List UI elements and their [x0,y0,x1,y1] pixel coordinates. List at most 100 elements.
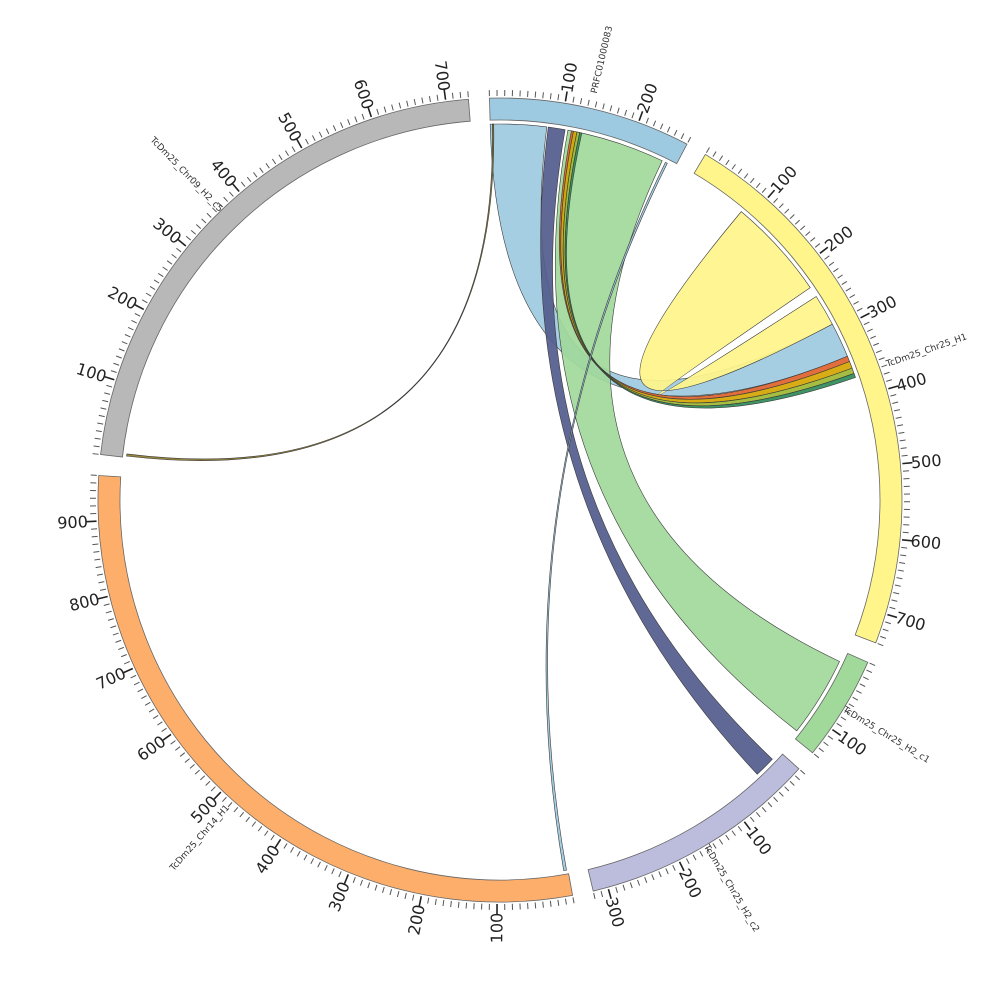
tick-mark [232,183,240,193]
tick-mark [856,307,863,312]
tick-mark [134,313,141,317]
tick-mark [743,173,749,179]
tick-mark [162,733,172,741]
tick-mark [848,703,855,708]
tick-mark [103,603,110,606]
tick-mark [115,355,122,359]
tick-mark [205,780,211,786]
tick-mark [152,714,159,720]
tick-mark [888,385,899,390]
tick-mark [789,780,795,786]
tick-mark [239,811,245,818]
tick-mark [102,399,109,403]
tick-mark [131,319,138,324]
tick-mark [784,786,790,792]
tick-mark [881,364,888,368]
tick-mark [174,746,181,751]
tick-mark [246,176,252,183]
tick-mark [296,138,303,149]
tick-mark [391,104,394,111]
tick-mark [110,625,117,629]
tick-mark [818,747,824,753]
tick-mark [899,562,906,564]
tick-mark [92,543,99,546]
tick-mark [457,901,460,908]
tick-mark [893,409,901,412]
tick-label: 200 [404,903,429,937]
tick-mark [902,461,913,465]
tick-mark [889,606,896,610]
tick-mark [824,255,830,260]
segment-label: TcDm25_Chr25_H2_c2 [701,842,761,934]
tick-mark [137,688,144,693]
tick-mark [836,722,842,728]
tick-mark [672,865,676,871]
tick-mark [658,871,662,878]
tick-mark [95,566,102,569]
tick-mark [897,424,904,427]
tick-mark [123,667,134,674]
tick-mark [609,105,613,112]
tick-mark [265,163,270,169]
tick-mark [755,182,761,189]
tick-mark [96,573,103,576]
tick-mark [564,898,567,905]
tick-mark [607,888,612,900]
tick-mark [310,858,315,864]
tick-label: 100 [487,913,506,944]
tick-mark [579,98,583,105]
tick-mark [593,892,596,899]
tick-label: 400 [207,155,241,191]
tick-mark [376,108,380,115]
tick-mark [118,348,125,352]
segment-arc [693,153,903,644]
tick-mark [120,654,127,658]
tick-mark [206,212,212,218]
tick-mark [844,709,851,714]
tick-mark [459,91,462,98]
tick-mark [894,584,901,587]
tick-mark [813,753,820,759]
tick-mark [418,896,423,907]
tick-mark [285,150,289,157]
tick-mark [145,292,152,297]
tick-mark [885,621,892,625]
tick-mark [849,294,856,299]
tick-mark [877,643,884,647]
tick-mark [179,752,186,757]
tick-mark [428,96,431,103]
tick-mark [121,341,128,345]
tick-mark [104,392,111,395]
tick-mark [233,807,239,813]
tick-mark [616,107,620,114]
tick-mark [157,721,163,726]
tick-mark [712,151,717,157]
tick-mark [105,610,112,614]
tick-mark [133,681,140,686]
tick-mark [827,735,834,740]
tick-label: 400 [251,841,284,877]
tick-mark [773,197,779,204]
tick-mark [347,119,351,126]
tick-mark [784,208,790,214]
tick-mark [190,229,197,235]
tick-mark [217,202,223,208]
tick-label: 200 [821,222,857,256]
tick-label: 200 [675,865,706,901]
tick-mark [680,133,685,140]
tick-mark [725,834,730,841]
tick-mark [118,646,125,651]
tick-mark [317,861,321,868]
tick-mark [845,287,852,292]
tick-mark [600,891,604,898]
tick-label: 800 [67,589,101,615]
tick-mark [886,379,893,382]
tick-mark [436,94,439,101]
tick-mark [259,167,264,173]
tick-mark [645,117,649,124]
segment-arc [97,475,574,903]
tick-mark [325,128,330,135]
tick-label: 100 [74,359,109,386]
tick-mark [253,172,258,178]
tick-mark [359,879,363,886]
